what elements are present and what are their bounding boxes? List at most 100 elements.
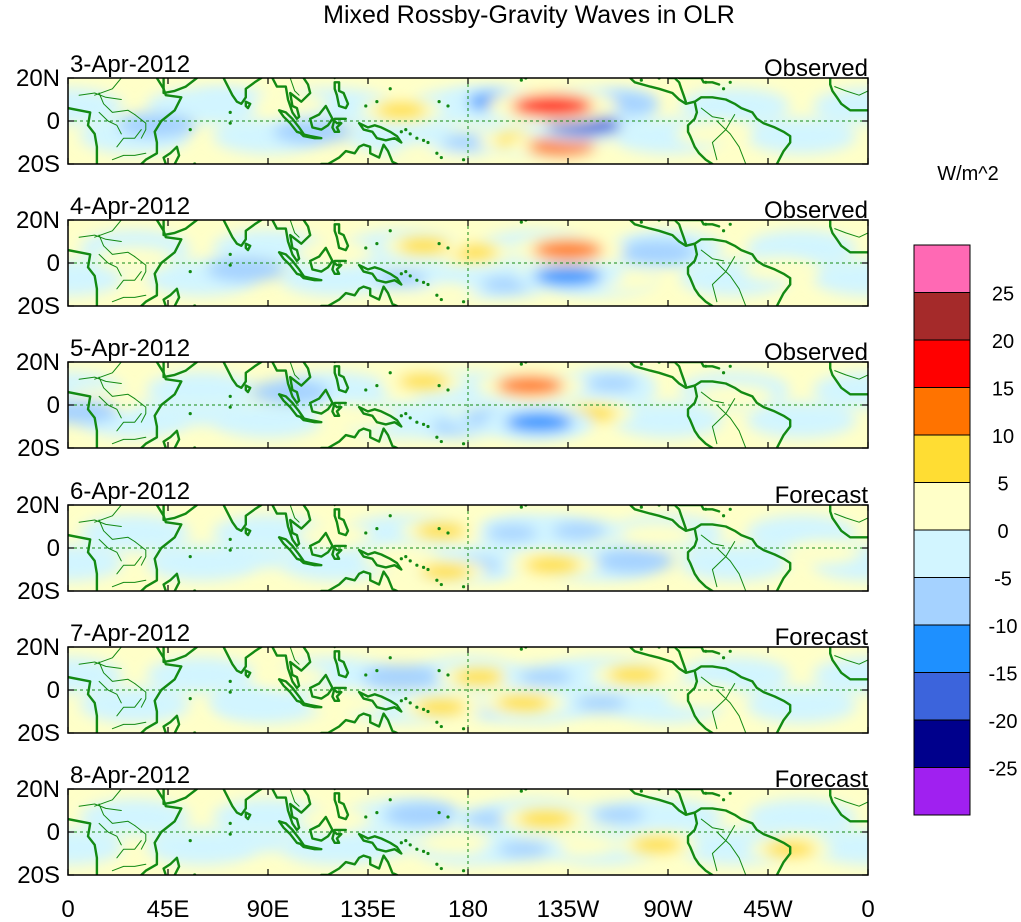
coastline [666,647,687,672]
coastline [162,145,181,164]
country-border [834,228,868,238]
country-border [716,404,747,448]
country-border [289,505,300,523]
island [399,699,403,703]
coastline [333,792,350,821]
island [639,362,643,366]
island [446,246,450,250]
island [721,229,726,233]
island [188,839,192,843]
island [421,849,426,853]
colorbar-swatch [913,339,971,388]
country-border [834,370,868,380]
anomaly-blob [517,810,575,828]
island [461,585,466,589]
country-border [111,152,147,161]
weak-negative-anomaly [813,656,868,693]
anomaly-blob [496,694,551,712]
island [439,582,443,587]
country-border [98,253,122,277]
anomaly-blob [511,95,593,117]
country-border [78,803,122,811]
country-border [700,107,725,120]
country-border [834,86,868,96]
coastline [162,647,199,664]
island [408,132,412,136]
island [728,649,732,653]
island [188,270,192,274]
panels-group: 20N 0 20S 3-Apr-2012 Observed 20N 0 20S 4-Apr-20… [16,51,869,889]
x-tick-label: 135W [537,896,600,922]
anomaly-blob [375,102,427,119]
y-tick-label: 20N [16,776,60,803]
anomaly-blob [208,688,283,713]
coastline [333,508,350,537]
coastline [68,817,99,875]
x-tick-label: 0 [861,896,874,922]
island [519,220,523,224]
island [421,565,426,569]
island [415,563,419,567]
island [435,578,439,582]
island [404,412,408,416]
island [461,442,466,446]
y-tick-label: 20N [16,65,60,92]
colorbar-tick-label: -5 [994,569,1012,591]
weak-negative-anomaly [79,798,190,835]
island [728,364,732,368]
coastline [222,647,263,674]
country-border [116,129,142,148]
coastline [333,650,350,679]
anomaly-blob [420,563,472,580]
colorbar-tick-label: 20 [992,331,1014,353]
anomaly-blob [505,412,573,432]
anomaly-blob [675,122,750,146]
panel-type-label: Observed [764,339,868,366]
anomaly-blob [617,522,696,548]
coastline [244,384,252,394]
country-border [700,391,725,404]
coastline [629,362,696,389]
country-border [78,376,122,384]
coastline [666,220,687,245]
panel-type-label: Observed [764,197,868,224]
coastline [271,647,312,690]
country-border [134,825,147,850]
coastline [300,701,323,709]
country-border [711,825,736,872]
island [519,505,523,509]
island [364,104,368,108]
island [364,815,368,819]
island [437,527,441,531]
weak-negative-anomaly [813,371,868,408]
anomaly-blob [552,522,607,539]
island [439,155,443,160]
coastline [244,100,252,110]
island [399,557,403,561]
country-border [134,398,147,423]
country-border [78,234,122,242]
coastline [686,242,714,306]
island [426,140,430,145]
country-border [98,803,136,826]
island [728,80,732,84]
island [437,384,441,388]
island [388,514,392,518]
country-border [289,362,300,380]
island [364,673,368,677]
island [188,128,192,132]
coastline [162,429,181,448]
anomaly-blob [220,828,294,853]
coastline [68,675,99,733]
anomaly-blob [206,257,285,282]
coastline [629,647,696,674]
country-border [78,661,122,669]
country-border [700,676,725,689]
coastline [331,544,347,560]
anomaly-blob [534,266,602,286]
coastline [320,570,399,591]
island [446,673,450,677]
island [399,841,403,845]
coastline [320,427,399,448]
country-border [98,395,122,419]
